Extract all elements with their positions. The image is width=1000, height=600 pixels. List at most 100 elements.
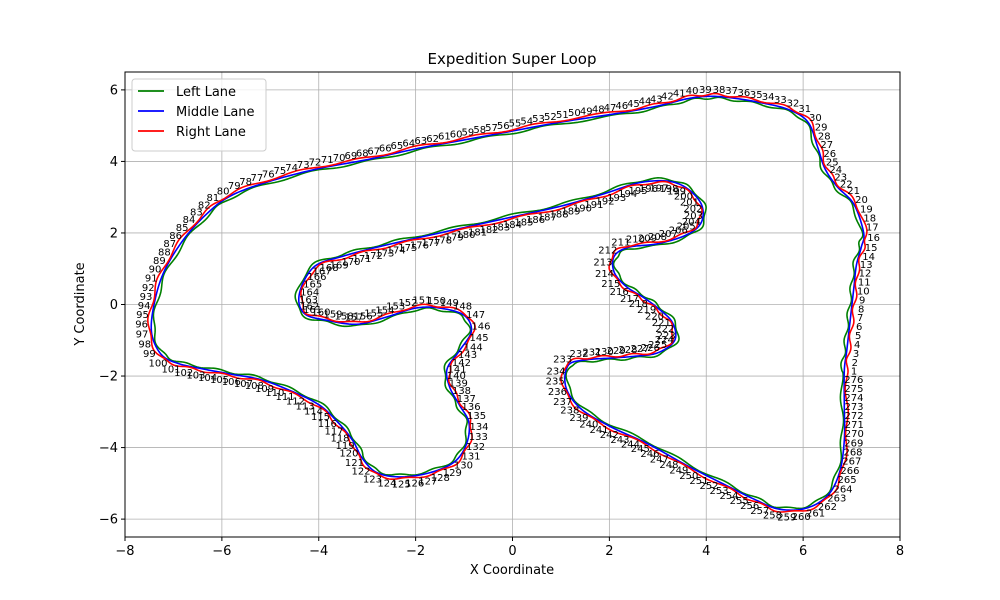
- waypoint-label: 162: [300, 301, 319, 312]
- x-tick-label: 4: [702, 544, 710, 559]
- waypoint-label: 47: [604, 103, 617, 114]
- waypoint-label: 55: [509, 119, 522, 130]
- waypoint-label: 21: [847, 186, 860, 197]
- waypoint-label: 56: [497, 121, 510, 132]
- waypoint-label: 223: [657, 331, 676, 342]
- waypoint-label: 35: [750, 90, 763, 101]
- waypoint-label: 130: [454, 461, 473, 472]
- waypoint-label: 95: [136, 310, 149, 321]
- waypoint-label: 154: [375, 305, 394, 316]
- waypoint-label: 19: [860, 204, 873, 215]
- y-tick-label: −4: [99, 441, 118, 456]
- legend-box: [131, 78, 267, 152]
- waypoint-label: 113: [296, 401, 315, 412]
- waypoint-label: 79: [228, 181, 241, 192]
- waypoint-label: 13: [860, 260, 873, 271]
- y-axis-title: Y Coordinate: [73, 262, 88, 346]
- waypoint-label: 89: [153, 256, 166, 267]
- waypoint-label: 144: [464, 342, 483, 353]
- waypoint-label: 45: [627, 99, 640, 110]
- x-tick-label: 0: [508, 544, 516, 559]
- waypoint-label: 236: [548, 387, 567, 398]
- waypoint-label: 160: [311, 307, 330, 318]
- waypoint-label: 93: [140, 292, 153, 303]
- waypoint-label: 212: [598, 246, 617, 257]
- waypoint-label: 272: [845, 411, 864, 422]
- waypoint-label: 132: [466, 442, 485, 453]
- waypoint-label: 63: [414, 136, 427, 147]
- waypoint-label: 166: [307, 272, 326, 283]
- waypoint-label: 256: [740, 501, 759, 512]
- waypoint-label: 108: [245, 381, 264, 392]
- waypoint-label: 230: [595, 347, 614, 358]
- waypoint-label: 159: [323, 310, 342, 321]
- waypoint-label: 82: [198, 200, 211, 211]
- waypoint-label: 266: [840, 466, 859, 477]
- waypoint-label: 158: [335, 312, 354, 323]
- waypoint-label: 2: [852, 358, 858, 369]
- waypoint-label: 218: [629, 299, 648, 310]
- waypoint-label: 64: [402, 138, 415, 149]
- waypoint-label: 53: [532, 114, 545, 125]
- waypoint-label: 214: [595, 269, 614, 280]
- waypoint-label: 138: [452, 386, 471, 397]
- waypoint-label: 242: [600, 430, 619, 441]
- waypoint-label: 237: [553, 397, 572, 408]
- waypoint-label: 226: [641, 343, 660, 354]
- waypoint-label: 145: [470, 333, 489, 344]
- x-tick-label: −2: [406, 544, 425, 559]
- waypoint-label: 187: [538, 212, 557, 223]
- waypoint-label: 168: [320, 263, 339, 274]
- waypoint-label: 264: [833, 485, 852, 496]
- waypoint-label: 59: [462, 127, 475, 138]
- waypoint-label: 126: [405, 479, 424, 490]
- waypoint-label: 241: [589, 425, 608, 436]
- waypoint-label: 190: [573, 203, 592, 214]
- waypoint-label: 184: [503, 220, 522, 231]
- waypoint-label: 129: [443, 468, 462, 479]
- waypoint-label: 244: [621, 440, 640, 451]
- waypoint-label: 197: [649, 183, 668, 194]
- waypoint-label: 155: [364, 309, 383, 320]
- waypoint-label: 14: [862, 252, 875, 263]
- waypoint-label: 68: [356, 149, 369, 160]
- waypoint-label: 204: [682, 217, 701, 228]
- waypoint-label: 143: [458, 350, 477, 361]
- waypoint-label: 26: [823, 149, 836, 160]
- waypoint-label: 115: [311, 412, 330, 423]
- waypoint-label: 228: [618, 345, 637, 356]
- point-labels: 1234567891011121314151617181920212223242…: [135, 85, 880, 524]
- waypoint-label: 206: [669, 226, 688, 237]
- waypoint-label: 234: [546, 366, 565, 377]
- waypoint-label: 24: [829, 165, 842, 176]
- waypoint-label: 51: [556, 110, 569, 121]
- waypoint-label: 48: [592, 105, 605, 116]
- waypoint-label: 257: [750, 506, 769, 517]
- waypoint-label: 195: [629, 186, 648, 197]
- waypoint-label: 157: [344, 313, 363, 324]
- waypoint-label: 61: [438, 132, 451, 143]
- waypoint-label: 65: [391, 141, 404, 152]
- waypoint-label: 202: [683, 204, 702, 215]
- waypoint-label: 122: [352, 466, 371, 477]
- waypoint-label: 169: [330, 260, 349, 271]
- middle-lane-line: [150, 95, 865, 511]
- waypoint-label: 165: [303, 280, 322, 291]
- waypoint-label: 81: [207, 193, 220, 204]
- waypoint-label: 198: [659, 184, 678, 195]
- waypoint-label: 153: [386, 302, 405, 313]
- waypoint-label: 6: [856, 322, 862, 333]
- y-tick-label: 2: [110, 226, 118, 241]
- y-tick-label: 4: [110, 155, 118, 170]
- waypoint-label: 267: [842, 457, 861, 468]
- legend-label-right-lane: Right Lane: [176, 125, 246, 140]
- waypoint-label: 134: [469, 422, 488, 433]
- waypoint-label: 15: [865, 243, 878, 254]
- waypoint-label: 238: [560, 405, 579, 416]
- waypoint-label: 251: [689, 476, 708, 487]
- waypoint-label: 263: [827, 494, 846, 505]
- waypoint-label: 161: [303, 305, 322, 316]
- waypoint-label: 37: [725, 86, 738, 97]
- waypoint-label: 172: [364, 251, 383, 262]
- waypoint-label: 250: [679, 471, 698, 482]
